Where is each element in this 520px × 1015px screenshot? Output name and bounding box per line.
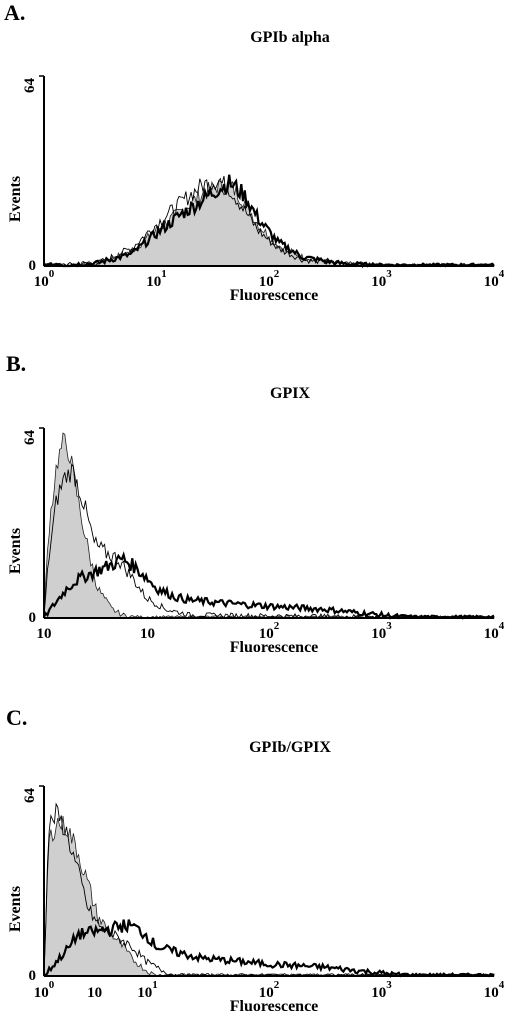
x-tick-label: 104 xyxy=(484,620,505,642)
x-tick-base: 10 xyxy=(484,985,499,1001)
x-tick-base: 10 xyxy=(140,626,155,642)
y-tick-label: 0 xyxy=(29,610,37,626)
x-tick-exponent: 4 xyxy=(499,620,505,632)
x-tick-label: 103 xyxy=(371,979,392,1001)
x-tick-label: 104 xyxy=(484,979,505,1001)
x-tick-base: 10 xyxy=(34,274,49,290)
series-1-thin-histogram xyxy=(43,463,495,620)
x-tick-base: 10 xyxy=(484,274,499,290)
chart-title: GPIb alpha xyxy=(250,29,330,46)
x-tick-base: 10 xyxy=(259,274,274,290)
x-tick-base: 10 xyxy=(87,985,102,1001)
y-tick-label: 64 xyxy=(22,430,38,446)
x-tick-exponent: 2 xyxy=(274,620,280,632)
x-tick-exponent: 0 xyxy=(49,268,55,280)
y-axis-label: Events xyxy=(7,528,24,574)
x-tick-label: 102 xyxy=(259,979,280,1001)
x-tick-label: 102 xyxy=(259,268,280,290)
x-tick-label: 103 xyxy=(371,620,392,642)
x-tick-exponent: 4 xyxy=(499,268,505,280)
y-tick-label: 64 xyxy=(22,78,38,94)
y-axis-label: Events xyxy=(7,886,24,932)
chart-title: GPIX xyxy=(270,385,310,402)
x-tick-base: 10 xyxy=(259,626,274,642)
panel-letter: C. xyxy=(6,705,27,730)
x-tick-base: 10 xyxy=(34,985,49,1001)
x-tick-exponent: 1 xyxy=(161,268,167,280)
x-tick-base: 10 xyxy=(259,985,274,1001)
x-tick-base: 10 xyxy=(484,626,499,642)
x-tick-base: 10 xyxy=(371,985,386,1001)
y-tick-label: 0 xyxy=(29,968,37,984)
x-axis-label: Fluorescence xyxy=(230,287,319,304)
y-axis-label: Events xyxy=(7,176,24,222)
x-tick-base: 10 xyxy=(37,626,52,642)
x-tick-base: 10 xyxy=(371,274,386,290)
x-tick-label: 101 xyxy=(137,979,158,1001)
x-tick-exponent: 1 xyxy=(152,979,158,991)
x-tick-label: 100 xyxy=(34,979,55,1001)
x-tick-base: 10 xyxy=(146,274,161,290)
y-tick-label: 0 xyxy=(29,258,37,274)
x-tick-label: 10 xyxy=(37,626,52,642)
x-tick-base: 10 xyxy=(137,985,152,1001)
x-tick-exponent: 3 xyxy=(386,620,392,632)
x-axis-label: Fluorescence xyxy=(230,998,319,1015)
x-tick-exponent: 3 xyxy=(386,268,392,280)
chart-title: GPIb/GPIX xyxy=(249,739,331,756)
x-tick-label: 101 xyxy=(146,268,167,290)
x-tick-label: 104 xyxy=(484,268,505,290)
x-axis-label: Fluorescence xyxy=(230,639,319,656)
y-tick-label: 64 xyxy=(22,788,38,804)
x-tick-label: 10 xyxy=(140,626,155,642)
x-tick-label: 103 xyxy=(371,268,392,290)
x-tick-exponent: 0 xyxy=(49,979,55,991)
series-0-filled-histogram xyxy=(43,816,495,977)
x-tick-exponent: 2 xyxy=(274,268,280,280)
panel-letter: B. xyxy=(6,351,26,376)
series-0-filled-histogram xyxy=(43,432,495,619)
x-tick-exponent: 2 xyxy=(274,979,280,991)
x-tick-label: 102 xyxy=(259,620,280,642)
panel-letter: A. xyxy=(4,0,25,25)
x-tick-exponent: 3 xyxy=(386,979,392,991)
series-2-thick-histogram xyxy=(43,919,495,979)
x-tick-base: 10 xyxy=(371,626,386,642)
x-tick-label: 100 xyxy=(34,268,55,290)
x-tick-label: 10 xyxy=(87,985,102,1001)
x-tick-exponent: 4 xyxy=(499,979,505,991)
series-0-filled-histogram xyxy=(43,177,495,267)
